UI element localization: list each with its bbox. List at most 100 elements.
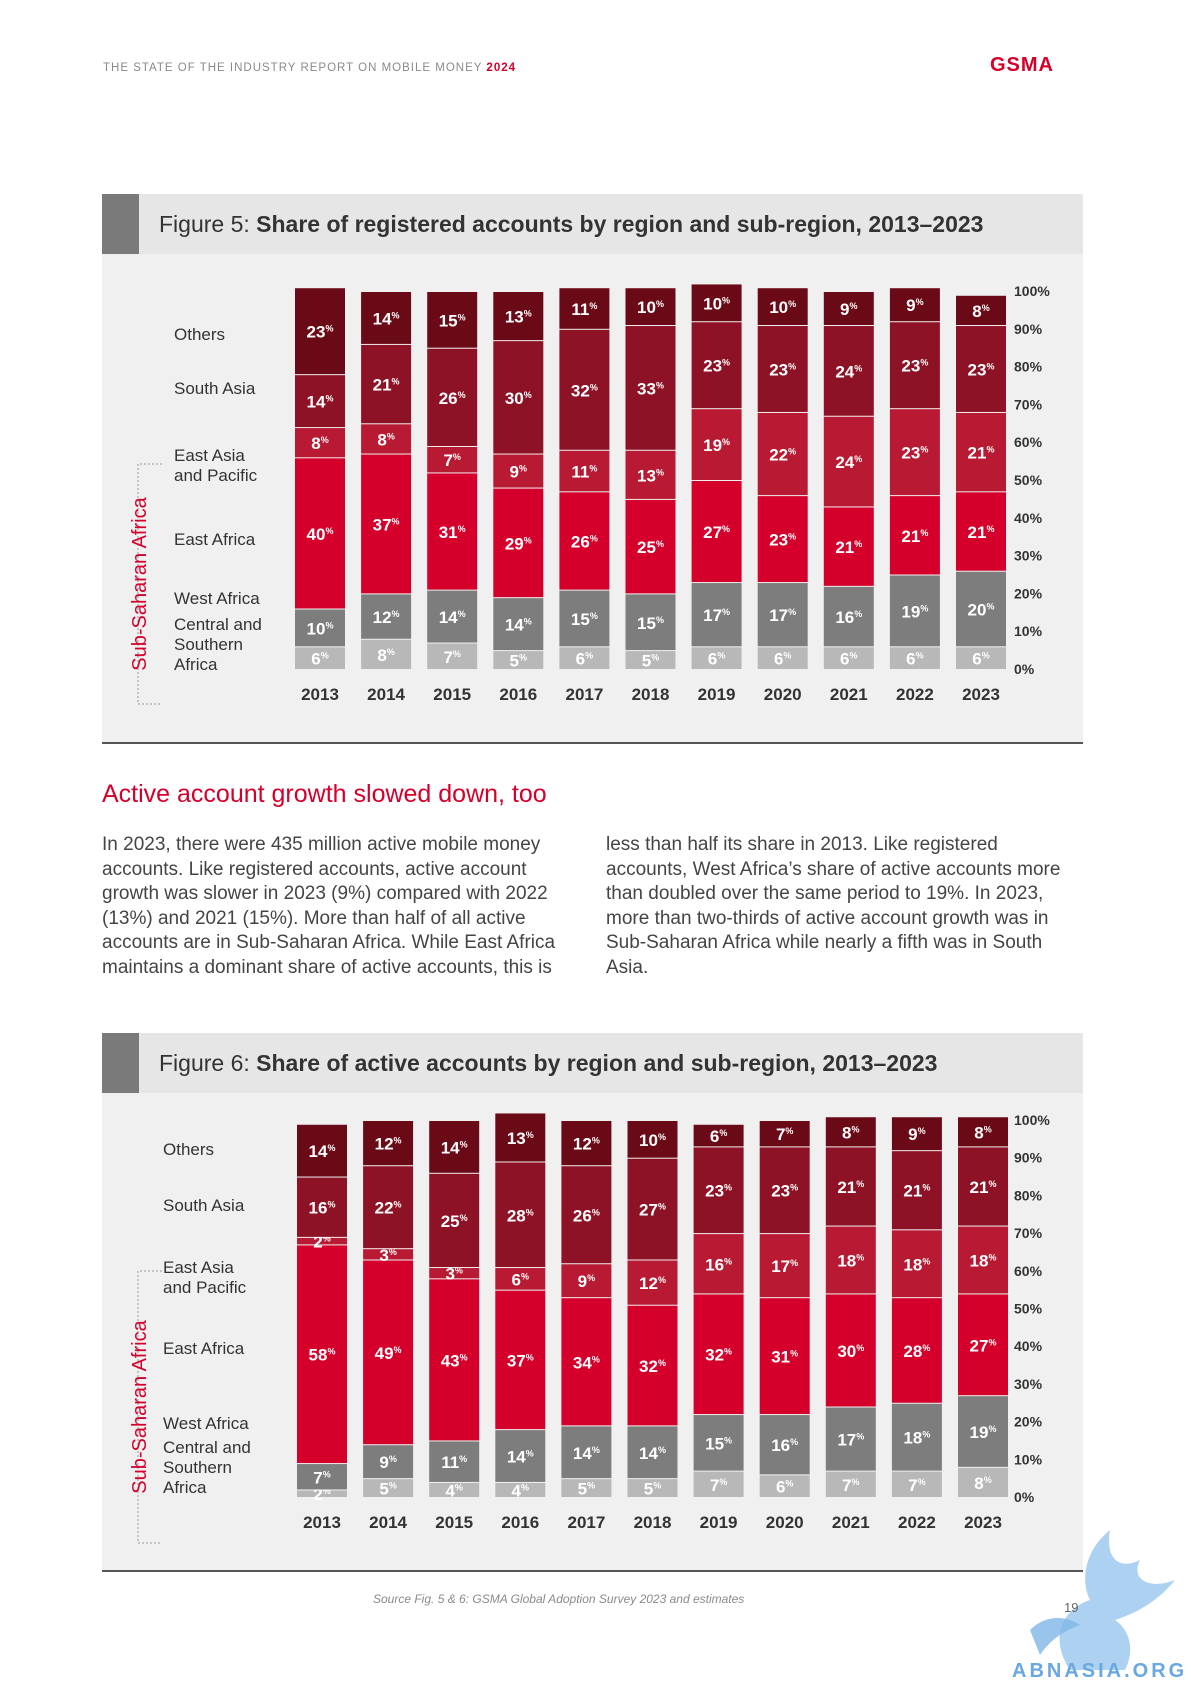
bar-segment-central-and-southern-africa (493, 651, 544, 669)
bar-segment-east-asia-and-pacific (361, 424, 412, 454)
bar-segment-others (561, 1121, 612, 1166)
bar-segment-central-and-southern-africa (627, 1479, 678, 1497)
y-tick-label: 50% (1014, 472, 1043, 488)
y-tick-label: 10% (1014, 623, 1043, 639)
x-tick-label: 2019 (700, 1513, 738, 1532)
bar-segment-west-africa (889, 575, 940, 647)
y-tick-label: 10% (1014, 1451, 1043, 1467)
bar-segment-west-africa (361, 594, 412, 639)
bar-segment-east-asia-and-pacific (429, 1268, 480, 1279)
bar-segment-west-africa (427, 590, 478, 643)
x-tick-label: 2022 (896, 685, 934, 704)
bar-segment-east-africa (958, 1294, 1008, 1396)
y-tick-label: 70% (1014, 1225, 1043, 1241)
bar-segment-east-africa (559, 492, 610, 590)
y-tick-label: 60% (1014, 434, 1043, 450)
y-tick-label: 90% (1014, 1150, 1043, 1166)
bar-segment-east-africa (823, 507, 874, 586)
bar-segment-west-africa (825, 1407, 876, 1471)
legend-central-and-southern-africa: Central and Southern Africa (163, 1438, 251, 1497)
y-tick-label: 90% (1014, 321, 1043, 337)
bar-segment-central-and-southern-africa (825, 1471, 876, 1497)
x-tick-label: 2017 (565, 685, 603, 704)
bar-segment-south-asia (823, 326, 874, 416)
bar-segment-east-africa (625, 499, 676, 594)
bar-segment-east-africa (561, 1298, 612, 1426)
bar-segment-central-and-southern-africa (427, 643, 478, 669)
bar-segment-west-africa (757, 583, 808, 647)
bar-segment-east-asia-and-pacific (889, 409, 940, 496)
bar-segment-south-asia (693, 1147, 744, 1234)
bar-segment-west-africa (958, 1396, 1008, 1467)
section-heading: Active account growth slowed down, too (102, 780, 547, 808)
bar-segment-east-africa (759, 1298, 810, 1415)
bar-segment-east-asia-and-pacific (891, 1230, 942, 1298)
bar-segment-central-and-southern-africa (759, 1475, 810, 1497)
page-number: 19 (1064, 1600, 1079, 1615)
bar-segment-west-africa (691, 583, 742, 647)
x-tick-label: 2023 (964, 1513, 1002, 1532)
bar-segment-others (495, 1113, 546, 1162)
bar-segment-south-asia (691, 322, 742, 409)
source-note: Source Fig. 5 & 6: GSMA Global Adoption … (373, 1592, 745, 1606)
bar-segment-central-and-southern-africa (295, 647, 345, 669)
bar-segment-east-africa (495, 1290, 546, 1430)
figure-5-title-bar (102, 194, 1083, 254)
bar-segment-central-and-southern-africa (823, 647, 874, 669)
y-tick-label: 20% (1014, 1414, 1043, 1430)
bar-segment-east-africa (295, 458, 345, 609)
figure-6-title-bar (102, 1033, 1083, 1093)
y-tick-label: 80% (1014, 359, 1043, 375)
bar-segment-central-and-southern-africa (363, 1479, 414, 1497)
x-tick-label: 2021 (830, 685, 868, 704)
bar-segment-south-asia (361, 344, 412, 424)
bar-segment-west-africa (625, 594, 676, 651)
bar-segment-others (825, 1117, 876, 1147)
data-label: 4% (512, 1481, 529, 1500)
bar-segment-east-africa (891, 1298, 942, 1403)
body-text-column-2: less than half its share in 2013. Like r… (606, 834, 1061, 978)
bar-segment-south-asia (363, 1166, 414, 1249)
y-tick-label: 0% (1014, 661, 1035, 677)
bar-segment-east-africa (361, 454, 412, 594)
bar-segment-others (627, 1121, 678, 1158)
bar-segment-others (363, 1121, 414, 1166)
bar-segment-others (297, 1124, 347, 1177)
x-tick-label: 2021 (832, 1513, 870, 1532)
bar-segment-east-asia-and-pacific (825, 1226, 876, 1294)
bar-segment-east-africa (956, 492, 1006, 571)
figure-6-title-prefix: Figure 6: (159, 1050, 257, 1076)
bar-segment-others (693, 1124, 744, 1147)
bar-segment-east-asia-and-pacific (823, 416, 874, 507)
bar-segment-central-and-southern-africa (693, 1471, 744, 1497)
x-tick-label: 2016 (501, 1513, 539, 1532)
bar-segment-south-asia (759, 1147, 810, 1234)
bar-segment-west-africa (559, 590, 610, 647)
figure-6-title-bold: Share of active accounts by region and s… (256, 1050, 938, 1076)
bar-segment-west-africa (295, 609, 345, 647)
bar-segment-south-asia (625, 326, 676, 450)
bar-segment-south-asia (561, 1166, 612, 1264)
y-tick-label: 80% (1014, 1187, 1043, 1203)
bar-segment-south-asia (956, 326, 1006, 412)
bar-segment-east-africa (363, 1260, 414, 1445)
bar-segment-east-asia-and-pacific (693, 1234, 744, 1294)
y-tick-label: 70% (1014, 396, 1043, 412)
x-tick-label: 2017 (567, 1513, 605, 1532)
x-tick-label: 2014 (367, 685, 405, 704)
x-tick-label: 2018 (632, 685, 670, 704)
y-tick-label: 40% (1014, 1338, 1043, 1354)
legend-south-asia: South Asia (174, 379, 256, 398)
bar-segment-west-africa (693, 1415, 744, 1471)
bar-segment-west-africa (495, 1430, 546, 1482)
x-tick-label: 2015 (435, 1513, 473, 1532)
bar-segment-east-africa (693, 1294, 744, 1415)
figure-5: Figure 5: Share of registered accounts b… (102, 194, 1083, 744)
bar-segment-others (559, 288, 610, 329)
sub-saharan-bracket (137, 463, 162, 705)
figure-5-title-prefix: Figure 5: (159, 211, 257, 237)
bar-segment-central-and-southern-africa (956, 647, 1006, 669)
x-tick-label: 2022 (898, 1513, 936, 1532)
bar-segment-west-africa (493, 598, 544, 651)
bar-segment-central-and-southern-africa (691, 647, 742, 669)
